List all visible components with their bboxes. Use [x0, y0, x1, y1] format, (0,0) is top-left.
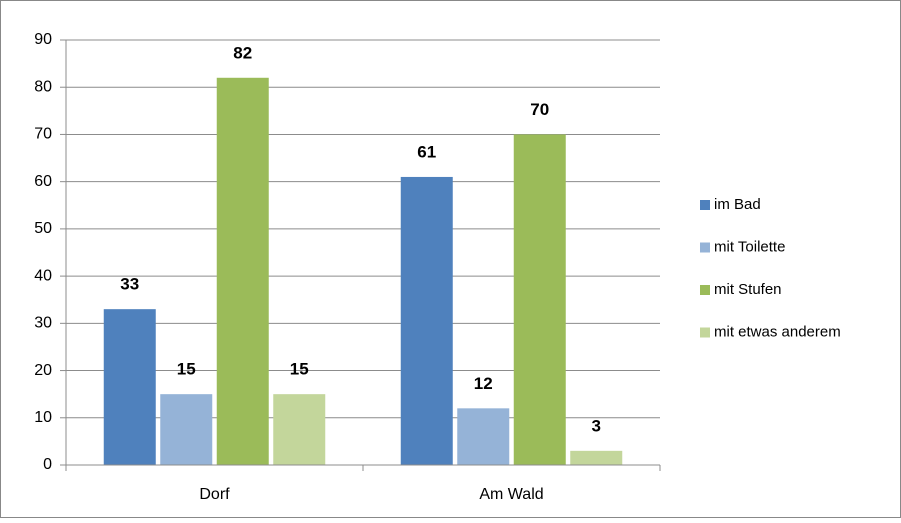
legend-swatch — [700, 285, 710, 295]
value-label: 12 — [474, 374, 493, 393]
bar — [216, 77, 269, 466]
bar — [570, 450, 623, 465]
y-tick-label: 50 — [34, 220, 52, 237]
value-label: 82 — [233, 43, 252, 62]
y-tick-label: 80 — [34, 78, 52, 95]
legend-label: im Bad — [714, 196, 761, 213]
bar — [400, 176, 453, 465]
value-label: 15 — [290, 360, 309, 379]
bar — [160, 394, 213, 465]
legend-swatch — [700, 200, 710, 210]
y-tick-label: 10 — [34, 409, 52, 426]
legend-label: mit Stufen — [714, 281, 782, 298]
y-tick-label: 90 — [34, 31, 52, 48]
y-tick-label: 0 — [43, 456, 52, 473]
y-tick-label: 60 — [34, 173, 52, 190]
bar — [457, 408, 510, 465]
legend-label: mit Toilette — [714, 238, 785, 255]
bar — [513, 134, 566, 465]
value-label: 70 — [530, 100, 549, 119]
value-label: 3 — [592, 416, 601, 435]
bar — [273, 394, 326, 465]
x-tick-label: Dorf — [199, 486, 230, 503]
x-tick-label: Am Wald — [479, 486, 543, 503]
y-tick-label: 20 — [34, 362, 52, 379]
value-label: 61 — [417, 142, 436, 161]
legend-swatch — [700, 242, 710, 253]
bar — [103, 309, 156, 465]
y-tick-label: 40 — [34, 267, 52, 284]
legend-swatch — [700, 327, 710, 338]
legend-label: mit etwas anderem — [714, 323, 841, 340]
y-tick-label: 30 — [34, 315, 52, 332]
value-label: 33 — [120, 275, 139, 294]
y-tick-label: 70 — [34, 126, 52, 143]
value-label: 15 — [177, 360, 196, 379]
